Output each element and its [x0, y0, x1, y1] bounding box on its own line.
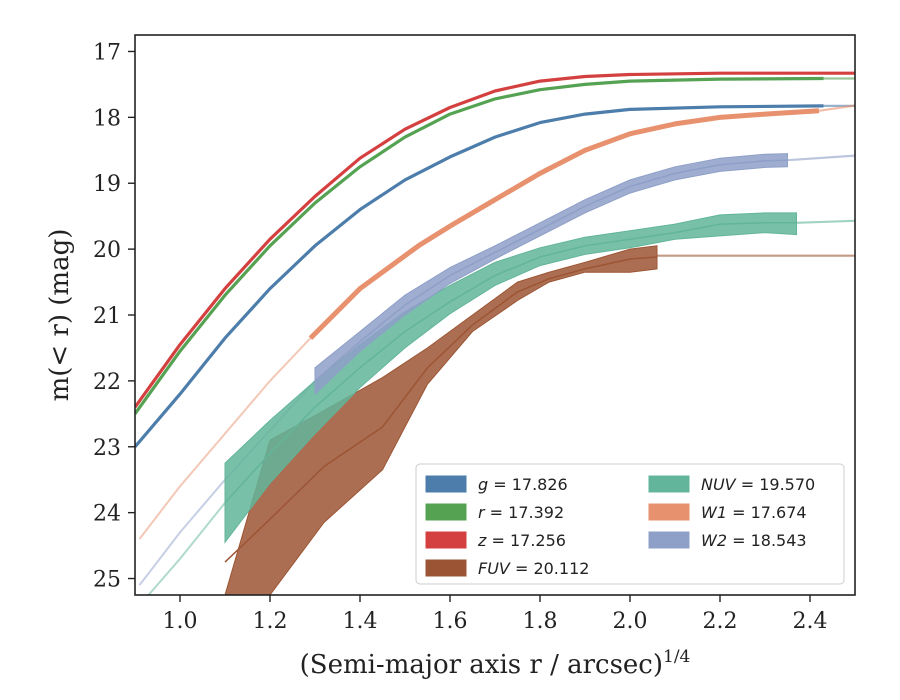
- legend-label: W1 = 17.674: [701, 503, 807, 522]
- series-extension-w2: [787, 154, 855, 162]
- legend: g = 17.826 r = 17.392 z = 17.256 FUV = 20.1…: [415, 463, 845, 585]
- series-line-w1: [308, 108, 820, 340]
- y-axis: 17 18 19 20 21 22 23 24 25: [93, 40, 135, 593]
- legend-label: NUV = 19.570: [701, 475, 815, 494]
- legend-box: [415, 463, 845, 585]
- series-layer: [135, 71, 855, 595]
- x-axis-title-main: (Semi-major axis r / arcsec): [300, 650, 663, 680]
- legend-label: z = 17.256: [477, 531, 566, 550]
- x-axis-title: (Semi-major axis r / arcsec)1/4: [300, 647, 691, 680]
- y-tick-label: 22: [93, 370, 121, 395]
- series-extension-w1: [818, 104, 855, 112]
- legend-swatch: [648, 475, 690, 493]
- x-tick-label: 1.0: [163, 609, 198, 634]
- series-line-g: [135, 104, 824, 448]
- series-line-z: [135, 71, 855, 409]
- series-extension-nuv: [796, 219, 855, 224]
- series-band-w2: [314, 153, 788, 396]
- legend-label: r = 17.392: [478, 503, 564, 522]
- y-tick-label: 19: [93, 172, 121, 197]
- x-tick-label: 2.0: [613, 609, 648, 634]
- x-axis: 1.0 1.2 1.4 1.6 1.8 2.0 2.2 2.4: [163, 595, 828, 634]
- y-tick-label: 24: [93, 502, 121, 527]
- x-tick-label: 1.8: [523, 609, 558, 634]
- x-tick-label: 1.2: [253, 609, 288, 634]
- legend-swatch: [425, 559, 467, 577]
- y-tick-label: 20: [93, 238, 121, 263]
- legend-swatch: [425, 503, 467, 521]
- faint-extension-nuv: [147, 502, 226, 595]
- legend-label: g = 17.826: [478, 475, 568, 494]
- series-line-nuv: [224, 222, 797, 504]
- legend-swatch: [648, 531, 690, 549]
- y-axis-title: m(< r) (mag): [45, 229, 75, 402]
- y-tick-label: 21: [93, 304, 121, 329]
- x-tick-label: 2.2: [703, 609, 738, 634]
- y-tick-label: 17: [93, 40, 121, 65]
- legend-label: W2 = 18.543: [701, 531, 807, 550]
- x-axis-title-sup: 1/4: [663, 647, 690, 667]
- legend-label: FUV = 20.112: [478, 559, 589, 578]
- series-line-fuv: [224, 256, 658, 563]
- faint-extension-w1: [138, 337, 312, 540]
- x-tick-label: 2.4: [793, 609, 828, 634]
- x-tick-label: 1.4: [343, 609, 378, 634]
- legend-swatch: [425, 475, 467, 493]
- legend-swatch: [425, 531, 467, 549]
- series-line-w2: [314, 159, 788, 382]
- y-tick-label: 23: [93, 436, 121, 461]
- y-tick-label: 25: [93, 568, 121, 593]
- y-tick-label: 18: [93, 106, 121, 131]
- x-tick-label: 1.6: [433, 609, 468, 634]
- series-line-r: [135, 76, 824, 415]
- legend-swatch: [648, 503, 690, 521]
